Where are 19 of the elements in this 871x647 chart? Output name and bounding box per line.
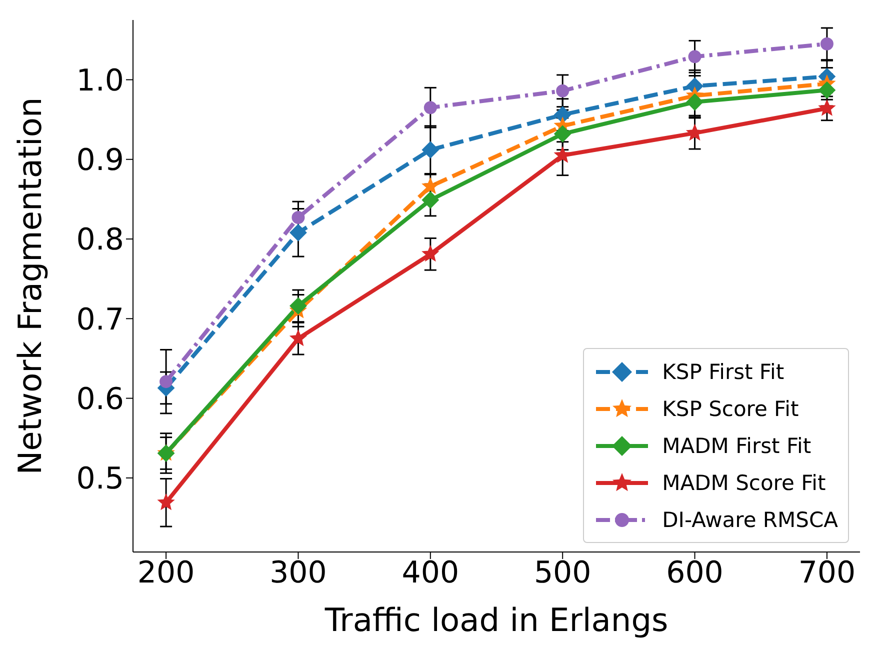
legend-label: KSP First Fit	[662, 360, 784, 384]
y-tick-label: 1.0	[76, 63, 124, 98]
y-tick-label: 0.6	[76, 382, 124, 417]
x-tick-label: 200	[137, 555, 195, 590]
legend-label: MADM Score Fit	[662, 470, 826, 494]
y-tick-label: 0.8	[76, 222, 124, 258]
x-tick-label: 400	[402, 555, 460, 590]
y-tick-label: 0.7	[76, 302, 124, 338]
y-tick-label: 0.5	[76, 462, 124, 497]
y-tick-label: 0.9	[76, 143, 124, 178]
y-axis-title: Network Fragmentation	[11, 97, 49, 475]
legend-label: KSP Score Fit	[662, 396, 799, 420]
x-tick-label: 700	[798, 555, 856, 590]
x-axis-title: Traffic load in Erlangs	[324, 601, 668, 639]
x-tick-label: 500	[534, 555, 592, 590]
legend-label: DI-Aware RMSCA	[662, 508, 838, 532]
x-tick-label: 600	[666, 555, 724, 590]
legend-label: MADM First Fit	[662, 434, 812, 458]
x-tick-label: 300	[270, 555, 327, 590]
